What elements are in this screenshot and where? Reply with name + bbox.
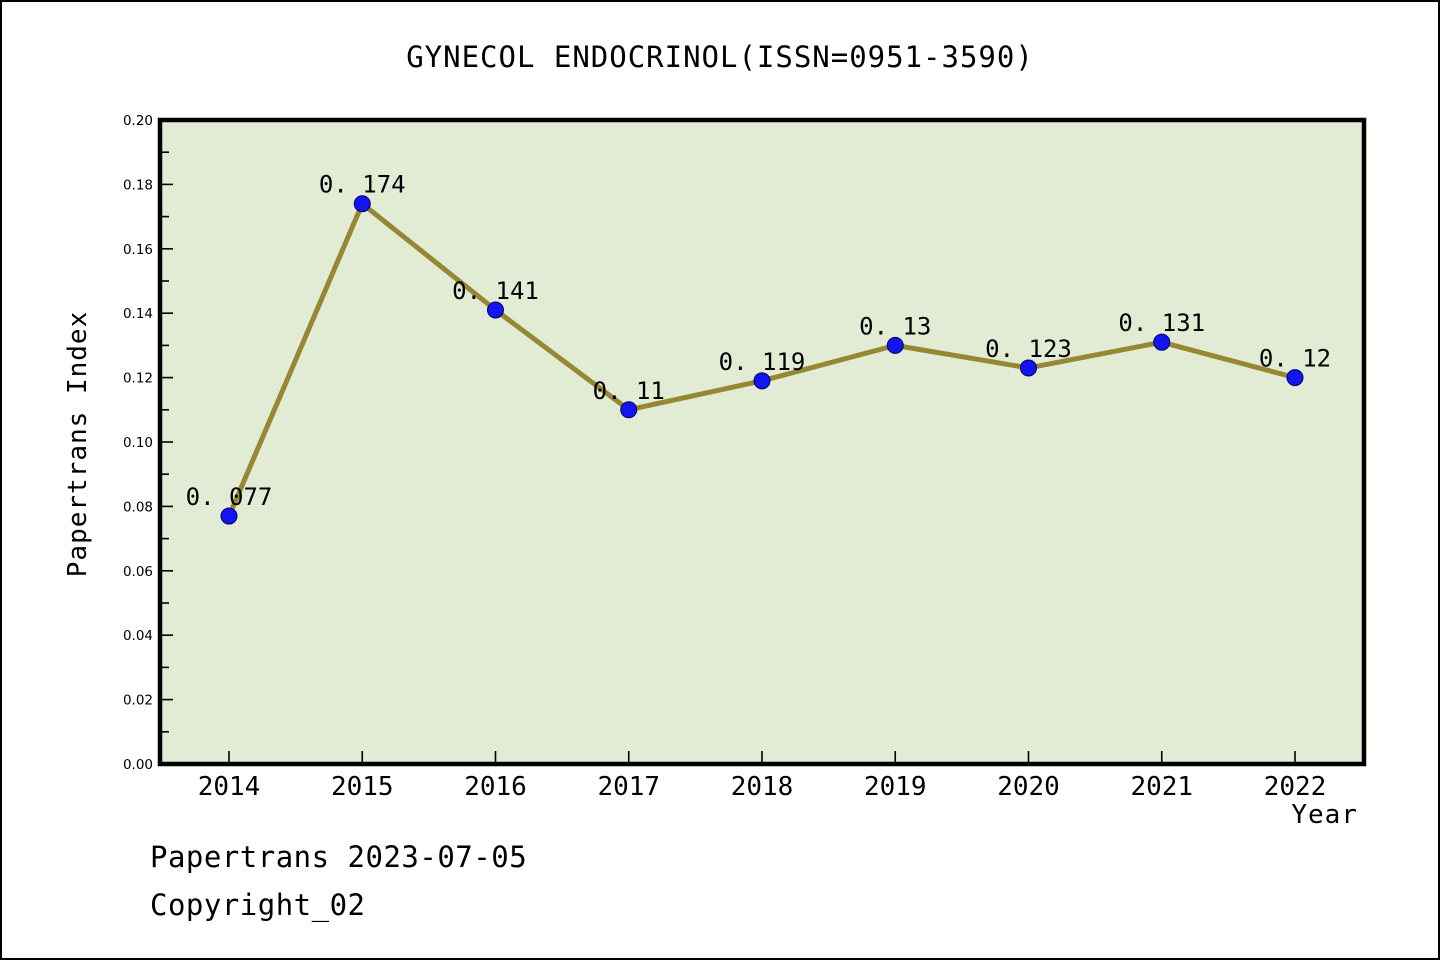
data-point bbox=[753, 372, 771, 390]
y-tick-label: 0.06 bbox=[123, 564, 153, 580]
x-tick-label: 2017 bbox=[597, 772, 660, 802]
data-point bbox=[353, 195, 371, 213]
data-point bbox=[1286, 369, 1304, 387]
plot-area bbox=[160, 120, 1364, 764]
data-point-label: 0. 119 bbox=[719, 348, 806, 376]
plot-border bbox=[157, 117, 1367, 767]
x-tick-label: 2022 bbox=[1264, 772, 1327, 802]
data-point bbox=[1153, 333, 1171, 351]
data-point bbox=[487, 301, 504, 319]
x-tick-label: 2014 bbox=[198, 772, 261, 802]
y-tick-label: 0.12 bbox=[123, 371, 153, 387]
data-point bbox=[220, 507, 238, 525]
y-tick-label: 0.00 bbox=[123, 757, 153, 773]
data-point-label: 0. 12 bbox=[1259, 345, 1331, 373]
data-point-label: 0. 11 bbox=[593, 377, 665, 405]
x-tick-label: 2021 bbox=[1130, 772, 1193, 802]
y-tick-label: 0.10 bbox=[123, 435, 153, 451]
y-tick-label: 0.14 bbox=[123, 306, 153, 322]
x-tick-label: 2016 bbox=[464, 772, 527, 802]
y-tick-label: 0.08 bbox=[123, 499, 153, 515]
y-tick-label: 0.02 bbox=[123, 693, 153, 709]
x-tick-label: 2018 bbox=[731, 772, 794, 802]
x-axis-title: Year bbox=[1291, 800, 1358, 830]
watermark-copyright: Copyright_02 bbox=[150, 888, 366, 922]
data-point-label: 0. 174 bbox=[319, 171, 406, 199]
data-point bbox=[1020, 359, 1037, 377]
y-tick-label: 0.18 bbox=[123, 177, 153, 193]
x-tick-label: 2019 bbox=[864, 772, 927, 802]
y-tick-label: 0.04 bbox=[123, 628, 153, 644]
y-tick-label: 0.16 bbox=[123, 242, 153, 258]
data-point bbox=[886, 336, 904, 354]
data-point bbox=[620, 401, 638, 419]
x-tick-label: 2015 bbox=[331, 772, 394, 802]
y-tick-label: 0.20 bbox=[123, 113, 153, 129]
data-point-label: 0. 13 bbox=[859, 312, 931, 340]
data-point-label: 0. 141 bbox=[452, 277, 539, 305]
x-tick-label: 2020 bbox=[997, 772, 1060, 802]
chart-title: GYNECOL ENDOCRINOL(ISSN=0951-3590) bbox=[406, 40, 1034, 74]
data-point-label: 0. 123 bbox=[985, 335, 1072, 363]
data-point-label: 0. 131 bbox=[1118, 309, 1205, 337]
watermark-date: Papertrans 2023-07-05 bbox=[150, 840, 528, 874]
data-point-label: 0. 077 bbox=[186, 483, 273, 511]
